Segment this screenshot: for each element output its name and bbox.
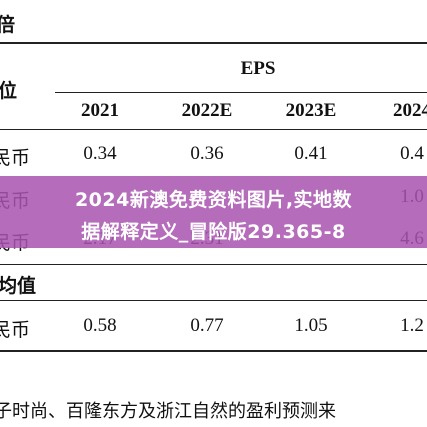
section-label: 均值 xyxy=(0,276,37,297)
cell: 0.36 xyxy=(190,143,224,164)
column-header: 2021 xyxy=(81,100,119,121)
group-header: EPS xyxy=(240,58,276,79)
cell: 0.34 xyxy=(83,143,117,164)
unit-label: 位 xyxy=(0,81,18,102)
column-header: 2024 xyxy=(393,100,427,121)
banner-line: 2024新澳免费资料图片,实地数 xyxy=(74,189,353,211)
banner: 2024新澳免费资料图片,实地数 据解释定义_冒险版29.365-8 xyxy=(0,176,427,248)
cell: 0.77 xyxy=(190,315,224,336)
cell: 0.58 xyxy=(83,315,117,336)
cell: 1.05 xyxy=(294,315,328,336)
footer: 子时尚、百隆东方及浙江自然的盈利预测来 xyxy=(0,401,336,422)
rule xyxy=(0,264,427,265)
column-header: 2023E xyxy=(285,100,337,121)
rule xyxy=(0,350,427,352)
row-label: 民币 xyxy=(0,148,31,169)
cell: 0.4 xyxy=(400,143,424,164)
corner-text: 倍 xyxy=(0,15,16,36)
rule xyxy=(55,92,427,93)
column-header: 2022E xyxy=(181,100,233,121)
cell: 0.41 xyxy=(294,143,328,164)
rule xyxy=(0,42,427,44)
cell: 1.2 xyxy=(400,315,424,336)
rule xyxy=(0,300,427,301)
row-label: 民币 xyxy=(0,320,31,341)
banner-line: 据解释定义_冒险版29.365-8 xyxy=(81,221,346,243)
rule xyxy=(0,129,427,130)
